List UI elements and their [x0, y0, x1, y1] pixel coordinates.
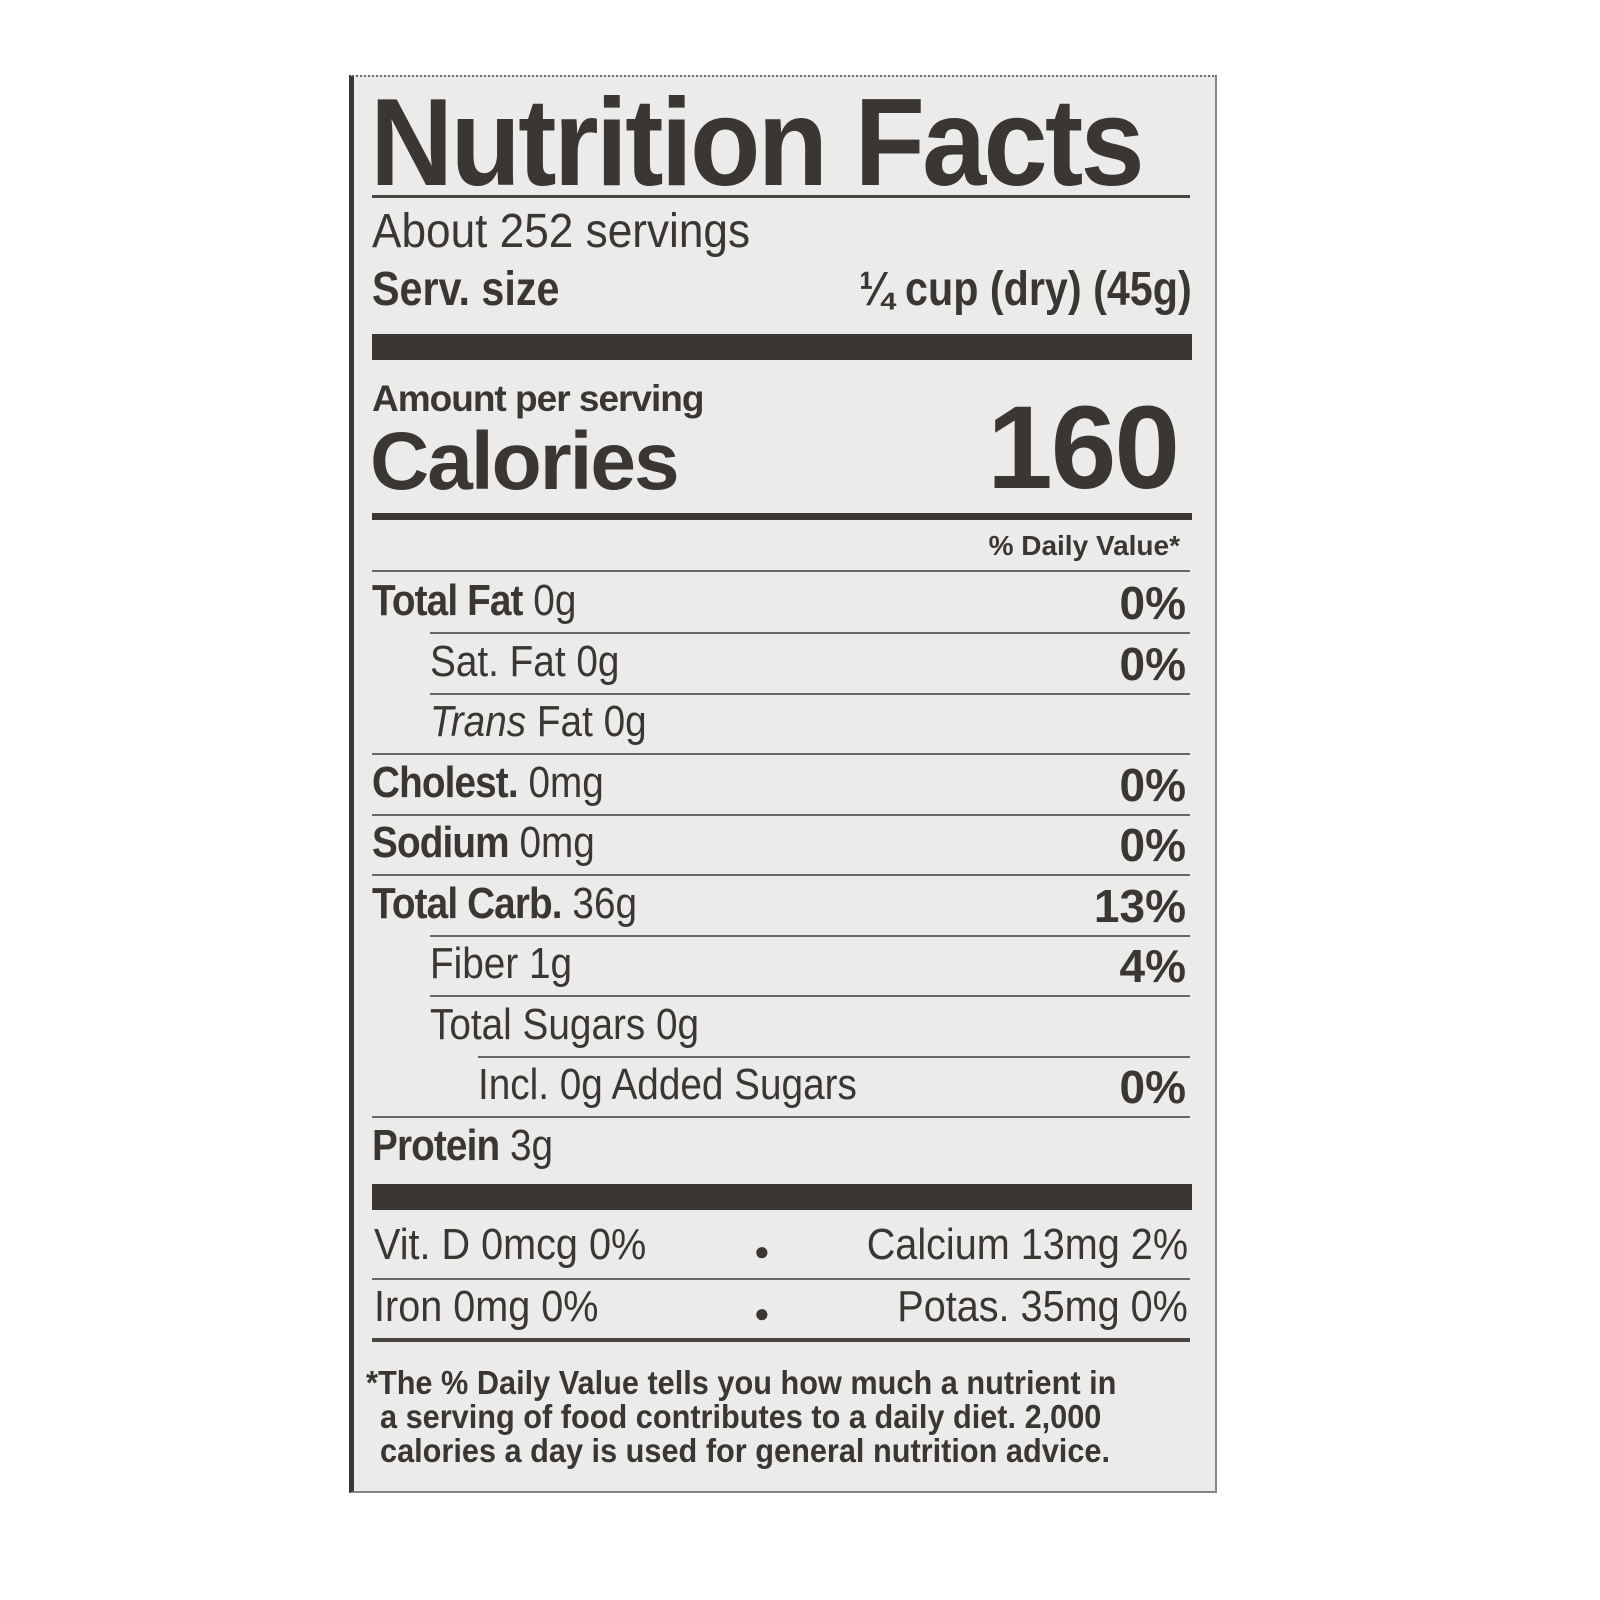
footnote-line: calories a day is used for general nutri… [380, 1432, 1110, 1469]
nutrient-label: Fiber [430, 939, 519, 988]
nutrient-label: Total Fat [372, 576, 523, 625]
divider [372, 1338, 1190, 1342]
divider [372, 874, 1190, 876]
serving-size-value: ¼ cup (dry) (45g) [859, 263, 1192, 316]
vitamin-right: Potas. 35mg 0% [897, 1282, 1188, 1331]
divider [430, 995, 1190, 997]
calories-label: Calories [370, 416, 680, 507]
nutrient-label: Sat. Fat [430, 636, 566, 686]
divider [430, 934, 1190, 937]
nutrient-label: Trans [430, 697, 527, 746]
divider [372, 1278, 1190, 1280]
label-title: Nutrition Facts [370, 74, 1145, 212]
divider [372, 195, 1190, 198]
nutrient-amount: 36g [572, 878, 638, 928]
nutrient-amount: 0g [655, 999, 700, 1049]
nutrient-daily-value: 0% [1119, 1061, 1186, 1113]
nutrient-amount: 3g [509, 1120, 554, 1170]
nutrient-row: Trans Fat 0g [372, 693, 1190, 753]
nutrient-name: Total Sugars 0g [430, 1000, 736, 1050]
nutrient-name: Protein 3g [372, 1121, 578, 1171]
nutrient-name: Sodium 0mg [372, 818, 625, 868]
nutrition-label [349, 75, 1217, 1493]
nutrient-amount: 0g [576, 636, 620, 686]
nutrient-amount: 0g [533, 576, 577, 625]
vitamin-left: Iron 0mg 0% [374, 1282, 599, 1331]
footnote-line: *The % Daily Value tells you how much a … [366, 1364, 1117, 1401]
amount-per-serving: Amount per serving [372, 378, 704, 419]
divider [372, 570, 1190, 572]
nutrient-row: Fiber 1g 4% [372, 935, 1190, 995]
nutrient-row: Cholest. 0mg 0% [372, 754, 1190, 814]
nutrient-row: Total Carb. 36g 13% [372, 875, 1190, 935]
bullet-icon: ● [754, 1236, 770, 1266]
nutrient-label: Total Sugars [430, 999, 646, 1049]
serving-size-label: Serv. size [372, 263, 560, 316]
footnote-line: a serving of food contributes to a daily… [380, 1398, 1102, 1435]
bullet-icon: ● [754, 1298, 770, 1328]
thick-divider [372, 1184, 1192, 1210]
vitamin-left: Vit. D 0mcg 0% [374, 1220, 647, 1269]
divider [372, 753, 1190, 755]
nutrient-daily-value: 0% [1119, 577, 1186, 629]
nutrient-name: Trans Fat 0g [430, 697, 676, 747]
nutrient-name: Total Carb. 36g [372, 879, 673, 929]
nutrient-label: Sodium [372, 818, 510, 867]
divider [372, 813, 1190, 816]
nutrient-amount: Fat 0g [536, 697, 647, 746]
nutrient-label: Protein [372, 1120, 500, 1170]
nutrient-daily-value: 0% [1119, 758, 1186, 811]
nutrient-name: Cholest. 0mg [372, 758, 635, 808]
nutrient-amount: 0mg [528, 757, 604, 807]
divider [372, 1116, 1190, 1118]
nutrient-row: Sodium 0mg 0% [372, 814, 1190, 874]
nutrient-row: Protein 3g [372, 1117, 1190, 1177]
nutrient-amount: 1g [528, 939, 573, 988]
nutrient-name: Sat. Fat 0g [430, 637, 645, 687]
vitamin-right: Calcium 13mg 2% [866, 1220, 1188, 1269]
daily-value-header: % Daily Value* [988, 530, 1180, 561]
nutrient-daily-value: 0% [1119, 819, 1186, 871]
calories-value: 160 [987, 382, 1180, 514]
nutrient-daily-value: 13% [1093, 879, 1186, 932]
nutrient-row: Sat. Fat 0g 0% [372, 633, 1190, 693]
nutrient-name: Incl. 0g Added Sugars [478, 1060, 909, 1110]
nutrient-name: Fiber 1g [430, 939, 591, 989]
nutrient-daily-value: 4% [1119, 940, 1186, 992]
nutrient-daily-value: 0% [1119, 637, 1186, 690]
nutrient-row: Total Sugars 0g [372, 996, 1190, 1056]
servings-per-container: About 252 servings [372, 205, 751, 258]
nutrient-label: Incl. 0g Added Sugars [478, 1060, 857, 1109]
divider [430, 692, 1190, 695]
nutrient-name: Total Fat 0g [372, 576, 604, 626]
nutrient-amount: 0mg [519, 818, 595, 867]
nutrient-row: Incl. 0g Added Sugars 0% [372, 1056, 1190, 1116]
medium-divider [372, 513, 1192, 520]
divider [430, 632, 1190, 634]
nutrient-label: Total Carb. [372, 878, 563, 928]
divider [478, 1055, 1190, 1058]
thick-divider [372, 334, 1192, 360]
nutrient-row: Total Fat 0g 0% [372, 572, 1190, 632]
nutrient-label: Cholest. [372, 757, 519, 807]
